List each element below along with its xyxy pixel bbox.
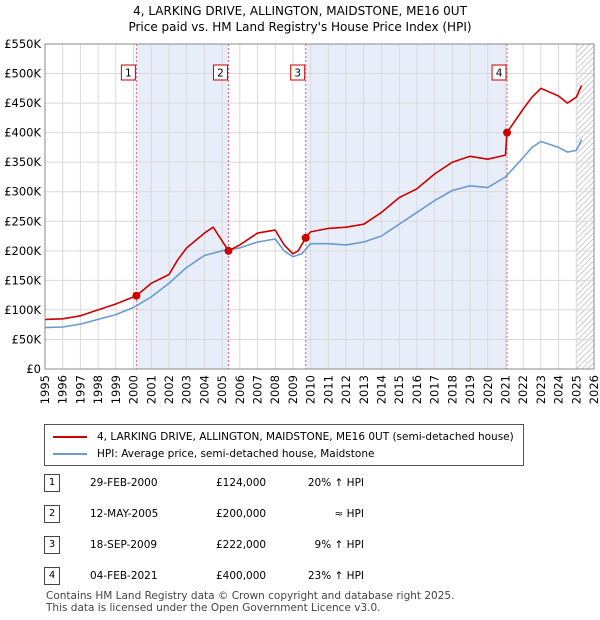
x-tick-label: 1999 <box>109 375 123 404</box>
sale-hpi-diff: 23% ↑ HPI <box>307 570 364 582</box>
sale-date: 04-FEB-2021 <box>90 570 158 582</box>
y-tick-label: £0 <box>26 362 41 376</box>
sale-price: £222,000 <box>216 539 267 551</box>
sale-marker-box <box>290 64 306 81</box>
sale-number: 1 <box>44 474 60 492</box>
sale-marker-label: 2 <box>217 68 224 80</box>
x-tick-label: 1996 <box>56 375 70 404</box>
x-tick-label: 2022 <box>516 375 530 404</box>
sale-number: 2 <box>44 505 60 523</box>
chart-subtitle: Price paid vs. HM Land Registry's House … <box>128 20 471 34</box>
x-tick-label: 2012 <box>339 375 353 404</box>
y-tick-label: £50K <box>12 332 42 346</box>
sale-row: 3 18-SEP-2009 £222,000 9% ↑ HPI <box>40 536 580 567</box>
sale-number: 3 <box>44 536 60 554</box>
forecast-hatch <box>576 44 594 369</box>
y-tick-label: £200K <box>4 244 41 258</box>
x-tick-label: 2004 <box>197 375 211 404</box>
sale-price: £400,000 <box>216 570 267 582</box>
sale-row: 4 04-FEB-2021 £400,000 23% ↑ HPI <box>40 567 580 598</box>
legend-swatch-property <box>53 436 87 438</box>
x-tick-label: 2026 <box>587 375 600 404</box>
y-tick-label: £450K <box>4 96 41 110</box>
legend-item-property: 4, LARKING DRIVE, ALLINGTON, MAIDSTONE, … <box>53 429 514 445</box>
y-tick-label: £300K <box>4 185 41 199</box>
sale-price: £124,000 <box>216 477 267 489</box>
footer: Contains HM Land Registry data © Crown c… <box>46 590 454 614</box>
x-tick-label: 2002 <box>162 375 176 404</box>
sale-marker-label: 1 <box>125 68 132 80</box>
sale-point <box>132 291 141 300</box>
y-tick-label: £150K <box>4 273 41 287</box>
x-tick-label: 2013 <box>357 375 371 404</box>
x-tick-label: 2014 <box>375 375 389 404</box>
y-tick-label: £400K <box>4 126 41 140</box>
y-tick-label: £350K <box>4 155 41 169</box>
x-tick-label: 1997 <box>73 375 87 404</box>
x-tick-label: 2017 <box>428 375 442 404</box>
x-tick-label: 2008 <box>268 375 282 404</box>
x-tick-label: 2018 <box>445 375 459 404</box>
x-tick-label: 2000 <box>127 375 141 404</box>
x-tick-label: 2003 <box>180 375 194 404</box>
sale-hpi-diff: ≈ HPI <box>334 508 364 520</box>
x-tick-label: 1998 <box>91 375 105 404</box>
sale-date: 29-FEB-2000 <box>90 477 158 489</box>
x-tick-label: 2009 <box>286 375 300 404</box>
x-tick-label: 2024 <box>552 375 566 404</box>
legend: 4, LARKING DRIVE, ALLINGTON, MAIDSTONE, … <box>44 424 524 466</box>
legend-swatch-hpi <box>53 453 87 455</box>
ownership-band <box>305 44 508 369</box>
x-tick-label: 2020 <box>481 375 495 404</box>
sale-hpi-diff: 9% ↑ HPI <box>314 539 364 551</box>
series-line <box>44 139 583 329</box>
x-tick-label: 2005 <box>215 375 229 404</box>
x-tick-label: 2015 <box>392 375 406 404</box>
x-tick-label: 2019 <box>463 375 477 404</box>
sale-number: 4 <box>44 567 60 585</box>
ownership-band <box>136 44 229 369</box>
sale-row: 2 12-MAY-2005 £200,000 ≈ HPI <box>40 505 580 536</box>
y-tick-label: £100K <box>4 303 41 317</box>
x-tick-label: 2025 <box>569 375 583 404</box>
footer-copyright: Contains HM Land Registry data © Crown c… <box>46 590 455 602</box>
x-tick-label: 2006 <box>233 375 247 404</box>
sale-marker-box <box>491 64 507 81</box>
x-tick-label: 2007 <box>251 375 265 404</box>
sale-price: £200,000 <box>216 508 267 520</box>
sales-table: 1 29-FEB-2000 £124,000 20% ↑ HPI 2 12-MA… <box>40 474 580 598</box>
sale-point <box>224 246 233 255</box>
x-tick-label: 1995 <box>38 375 52 404</box>
sale-date: 18-SEP-2009 <box>90 539 158 551</box>
chart-title: 4, LARKING DRIVE, ALLINGTON, MAIDSTONE, … <box>133 4 468 18</box>
x-tick-label: 2023 <box>534 375 548 404</box>
sale-marker-box <box>212 64 228 81</box>
x-tick-label: 2010 <box>304 375 318 404</box>
x-tick-label: 2001 <box>144 375 158 404</box>
x-tick-label: 2016 <box>410 375 424 404</box>
plot-frame <box>44 43 595 370</box>
legend-label-hpi: HPI: Average price, semi-detached house,… <box>97 448 375 460</box>
sale-row: 1 29-FEB-2000 £124,000 20% ↑ HPI <box>40 474 580 505</box>
y-tick-label: £500K <box>4 67 41 81</box>
sale-marker-box <box>120 64 136 81</box>
x-tick-label: 2021 <box>498 375 512 404</box>
price-chart: 4, LARKING DRIVE, ALLINGTON, MAIDSTONE, … <box>4 4 600 404</box>
legend-item-hpi: HPI: Average price, semi-detached house,… <box>53 446 374 462</box>
y-tick-label: £550K <box>4 37 41 51</box>
y-tick-label: £250K <box>4 214 41 228</box>
footer-licence: This data is licensed under the Open Gov… <box>46 602 381 614</box>
sale-date: 12-MAY-2005 <box>90 508 159 520</box>
sale-hpi-diff: 20% ↑ HPI <box>307 477 364 489</box>
sale-marker-label: 3 <box>294 68 301 80</box>
x-tick-label: 2011 <box>321 375 335 404</box>
sale-marker-label: 4 <box>496 68 503 80</box>
legend-label-property: 4, LARKING DRIVE, ALLINGTON, MAIDSTONE, … <box>97 431 514 443</box>
sale-point <box>301 233 310 242</box>
sale-point <box>503 128 512 137</box>
